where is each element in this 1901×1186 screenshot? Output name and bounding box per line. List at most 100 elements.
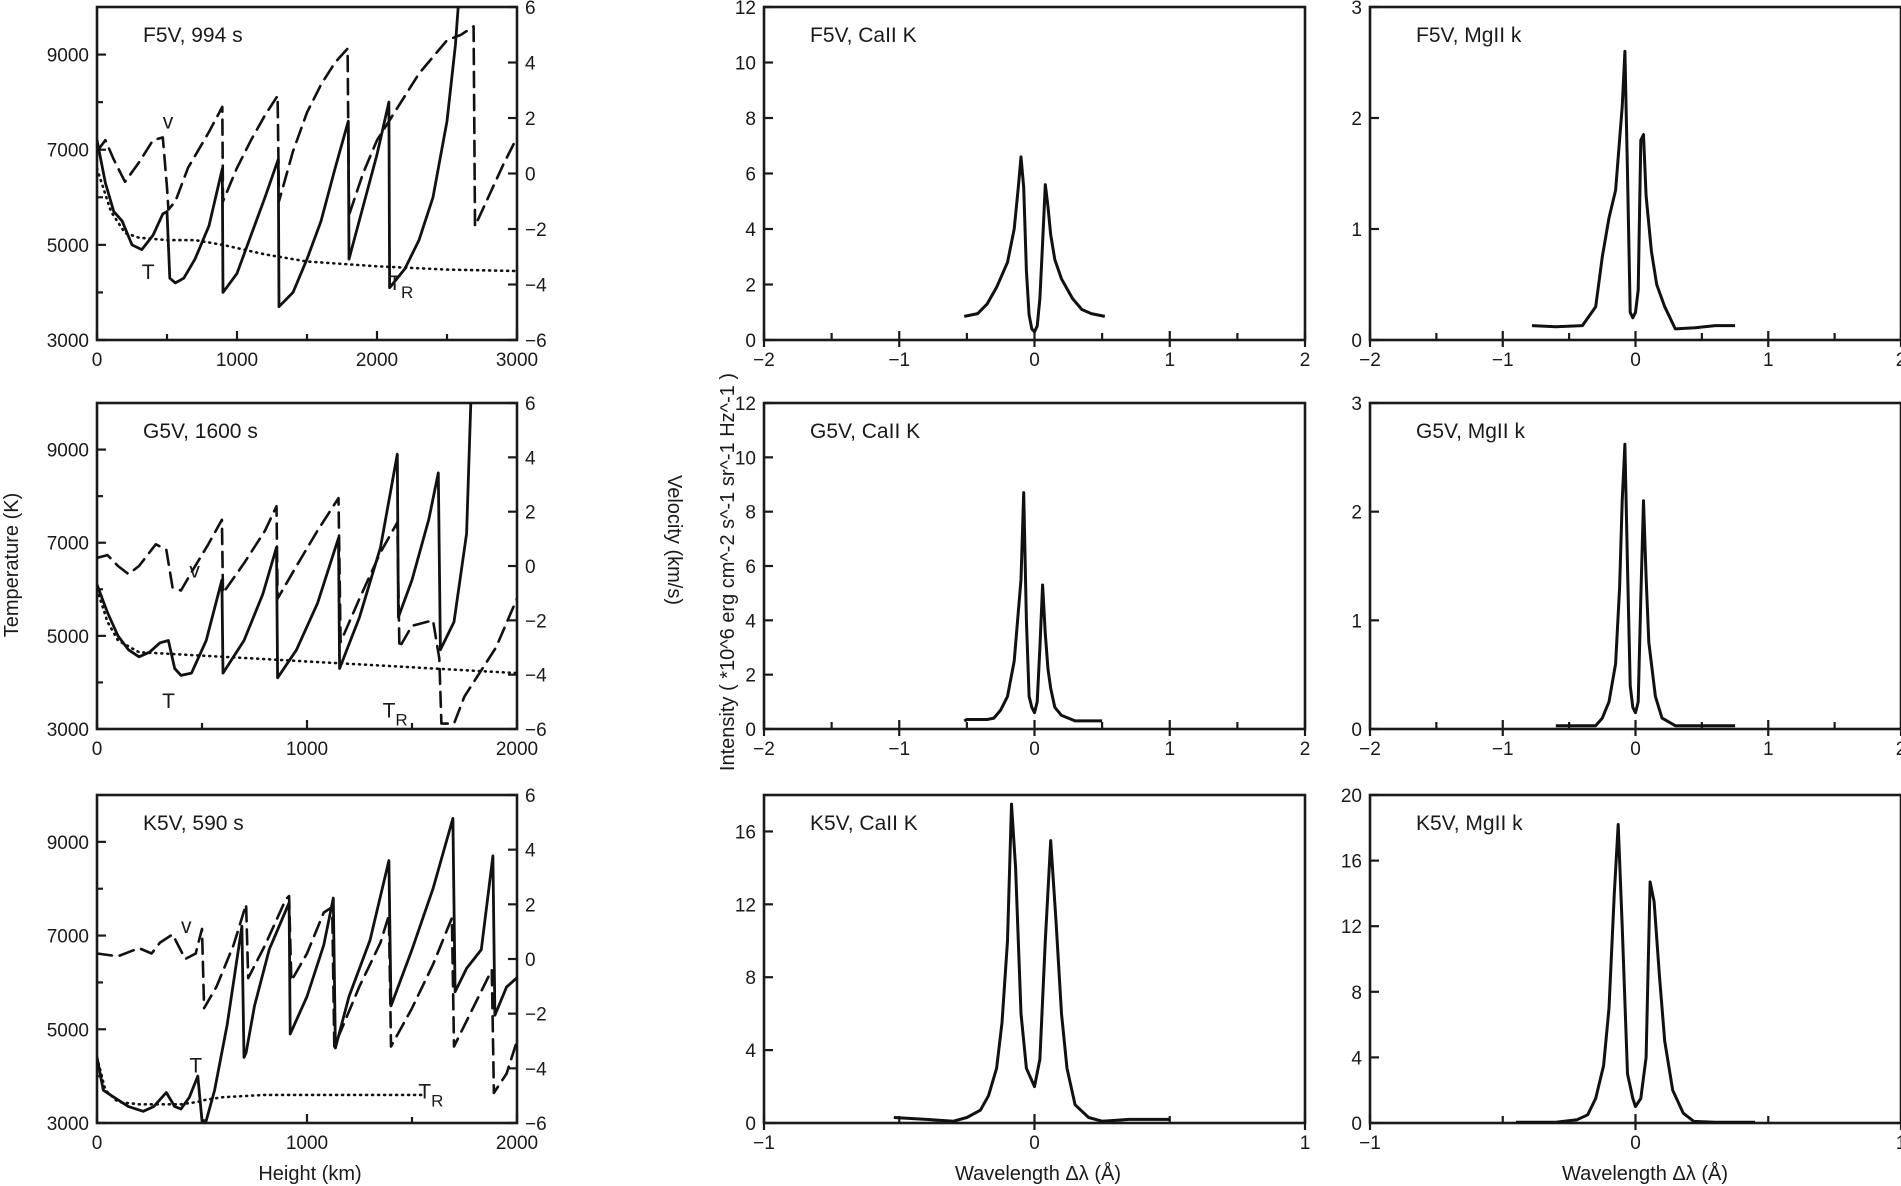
y-tick-label: 9000	[47, 441, 89, 462]
y-tick-label: 1	[1351, 220, 1362, 241]
spectrum-line	[1555, 442, 1736, 728]
y-tick-label: 0	[745, 720, 756, 741]
panel-a2: 0 1000 2000 3000 5000 7000 9000 −6 −4 −2 0 2 4 6 G5V, …	[47, 394, 547, 760]
y2-tick-label: −6	[525, 331, 547, 352]
x-tick-label: 2000	[496, 1133, 538, 1154]
panel-c2: −2 −1 0 1 2 0 1 2 3 G5V, MgII k	[1351, 394, 1901, 760]
x-tick-label: −2	[1359, 350, 1381, 371]
panel-title: G5V, 1600 s	[143, 420, 258, 443]
x-tick-label: 1	[1763, 350, 1774, 371]
y-tick-label: 0	[1351, 720, 1362, 741]
plot-frame	[762, 5, 1307, 342]
left-y2label: Velocity (km/s)	[663, 475, 685, 605]
y-tick-label: 6	[745, 557, 756, 578]
x-tick-label: 2	[1896, 350, 1901, 371]
x-tick-label: 0	[1029, 1133, 1040, 1154]
x-tick-label: −1	[1492, 350, 1514, 371]
left-xlabel: Height (km)	[258, 1163, 361, 1185]
y-tick-label: 3	[1351, 394, 1362, 415]
curve-label: T	[189, 1054, 202, 1077]
y2-tick-label: 4	[525, 54, 536, 75]
x-tick-label: 0	[1630, 739, 1641, 760]
panels-layer: 0 1000 2000 30003000500070009000−6−4−20246F…	[47, 0, 1901, 1154]
x-tick-label: 0	[92, 1133, 103, 1154]
y-tick-label: 3000	[47, 1114, 89, 1135]
x-tick-label: 1	[1300, 1133, 1311, 1154]
series-t	[97, 7, 460, 309]
x-tick-label: −2	[1359, 739, 1381, 760]
y2-tick-label: 4	[525, 448, 536, 469]
x-tick-label: 1000	[286, 739, 328, 760]
y-tick-label: 8	[745, 968, 756, 989]
panel-a3: 0 1000 2000 3000 5000 7000 9000 −6 −4 −2 0 2 4 6 K5V, …	[47, 786, 547, 1154]
x-tick-label: 0	[1630, 350, 1641, 371]
x-tick-label: −1	[1492, 739, 1514, 760]
y-tick-label: 7000	[47, 927, 89, 948]
y-tick-label: 16	[1341, 852, 1362, 873]
y-tick-label: 16	[735, 822, 756, 843]
panel-title: F5V, 994 s	[143, 24, 243, 47]
x-tick-label: 2	[1300, 739, 1311, 760]
y2-tick-label: −4	[525, 1059, 547, 1080]
y2-tick-label: 6	[525, 786, 536, 807]
x-tick-label: 1000	[286, 1133, 328, 1154]
series-v	[97, 25, 517, 228]
y-tick-label: 6	[745, 165, 756, 186]
y-tick-label: 0	[745, 331, 756, 352]
spectrum-line	[1531, 49, 1736, 331]
series-group	[97, 7, 517, 309]
series-t-r	[97, 587, 517, 675]
x-tick-label: −1	[888, 739, 910, 760]
y-tick-label: 10	[735, 448, 756, 469]
x-tick-label: 1	[1164, 350, 1175, 371]
y-tick-label: 2	[745, 666, 756, 687]
curve-label: v	[163, 110, 174, 133]
y2-tick-label: 6	[525, 0, 536, 19]
y2-tick-label: 0	[525, 557, 536, 578]
x-tick-label: −1	[753, 1133, 775, 1154]
x-tick-label: −2	[753, 739, 775, 760]
series-t-r	[97, 167, 517, 273]
curve-label: v	[189, 560, 200, 583]
x-tick-label: 2	[1896, 739, 1901, 760]
plot-frame	[762, 401, 1307, 731]
y-tick-label: 3000	[47, 331, 89, 352]
y-tick-label: 7000	[47, 141, 89, 162]
x-tick-label: 1	[1896, 1133, 1901, 1154]
y-tick-label: 12	[1341, 917, 1362, 938]
y-tick-label: 9000	[47, 46, 89, 67]
y-tick-label: 12	[735, 0, 756, 19]
y-tick-label: 2	[1351, 503, 1362, 524]
spectrum-line	[963, 155, 1106, 334]
y2-tick-label: −4	[525, 666, 547, 687]
series-group	[1516, 823, 1755, 1123]
plot-frame	[1368, 5, 1901, 342]
x-tick-label: 2000	[356, 350, 398, 371]
series-v	[97, 496, 517, 725]
spectrum-line	[963, 491, 1103, 723]
spectrum-line	[1516, 823, 1755, 1123]
plot-frame	[762, 793, 1307, 1125]
x-tick-label: 1000	[216, 350, 258, 371]
curve-label: T	[162, 690, 175, 713]
plot-frame	[95, 401, 519, 731]
panel-title: G5V, MgII k	[1416, 420, 1525, 443]
series-group	[963, 155, 1106, 334]
curve-label: TR	[383, 699, 408, 729]
y2-tick-label: 6	[525, 394, 536, 415]
x-tick-label: 0	[92, 350, 103, 371]
panel-title: K5V, 590 s	[143, 812, 244, 835]
curve-label: v	[181, 915, 192, 938]
y2-tick-label: 2	[525, 109, 536, 130]
spectra-xlabel-right: Wavelength Δλ (Å)	[1562, 1162, 1728, 1185]
x-tick-label: 1	[1763, 739, 1774, 760]
series-v	[97, 894, 517, 1095]
y2-tick-label: −2	[525, 220, 547, 241]
panel-title: K5V, CaII K	[810, 812, 918, 835]
spectrum-line	[893, 802, 1170, 1123]
x-tick-label: 1	[1164, 739, 1175, 760]
